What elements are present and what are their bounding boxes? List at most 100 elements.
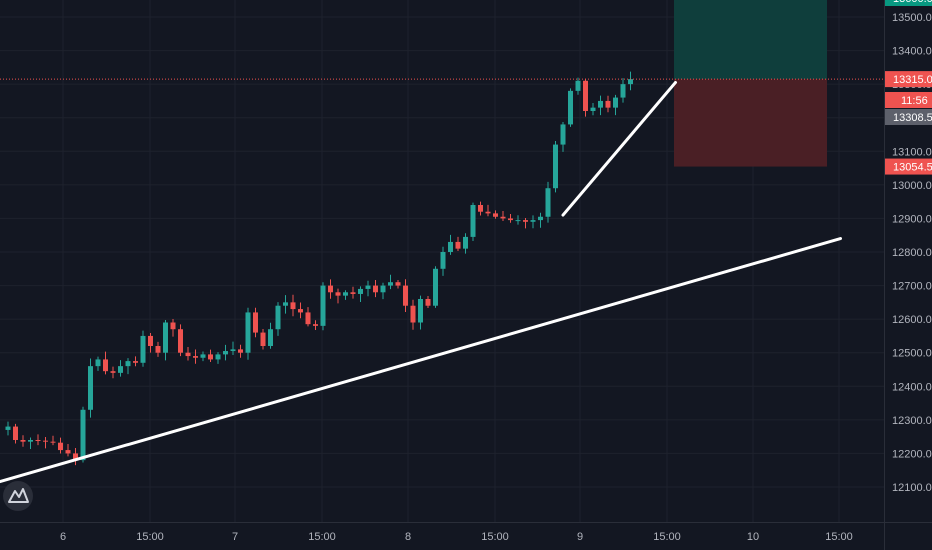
x-tick-label: 6 [60, 531, 66, 543]
candle-body [628, 79, 633, 85]
drawings [0, 78, 884, 484]
x-tick-label: 8 [405, 531, 411, 543]
current-price-tag-text: 13315.0 [893, 74, 932, 86]
x-tick-label: 15:00 [136, 531, 164, 543]
candle-body [28, 440, 33, 442]
candle-body [493, 213, 498, 217]
y-tick-label: 12300.0 [892, 415, 932, 427]
candle-body [155, 346, 161, 353]
current-price-tag: 13315.0 [885, 71, 932, 88]
candle-body [88, 366, 93, 410]
y-tick-label: 13500.0 [892, 12, 932, 24]
candle-body [283, 302, 288, 306]
candle-body [523, 220, 528, 222]
trendline-short [561, 80, 677, 217]
candle-body [80, 409, 86, 461]
candle-body [590, 107, 596, 111]
entry-price-tag: 13308.5 [885, 109, 932, 125]
candle-body [545, 188, 551, 217]
candle-body [215, 354, 221, 360]
candle-body [193, 356, 198, 358]
y-tick-label: 12100.0 [892, 482, 932, 494]
y-tick-label: 12700.0 [892, 281, 932, 293]
candle-body [253, 312, 258, 333]
countdown-tag: 11:56 [885, 92, 932, 108]
candle-body [298, 309, 303, 313]
candle-body [238, 349, 243, 353]
candle-body [140, 335, 146, 363]
candle-body [515, 220, 521, 222]
x-tick-label: 15:00 [653, 531, 681, 543]
loss-zone [674, 79, 827, 167]
candle-body [470, 205, 476, 237]
candle-body [50, 441, 56, 443]
candle-body [463, 236, 468, 249]
candle-body [395, 282, 401, 286]
candle-body [208, 354, 213, 360]
candle-body [185, 352, 191, 357]
y-tick-label: 12800.0 [892, 247, 932, 259]
y-tick-label: 12900.0 [892, 213, 932, 225]
countdown-tag-text: 11:56 [901, 95, 928, 107]
tradingview-icon[interactable] [3, 481, 33, 511]
candle-body [125, 361, 131, 367]
entry-price-tag-bg [885, 109, 932, 125]
candle-body [538, 216, 543, 221]
candle-body [43, 440, 48, 442]
candle-body [313, 324, 318, 326]
candle-body [358, 288, 363, 294]
candle-body [380, 285, 386, 293]
candle-body [148, 335, 153, 346]
candle-body [425, 299, 431, 306]
y-tick-label: 13400.0 [892, 46, 932, 58]
candle-body [103, 359, 108, 372]
logo[interactable] [3, 481, 33, 511]
candle-body [133, 361, 138, 363]
candle-body [178, 329, 183, 353]
profit-zone [674, 0, 827, 80]
take-profit-tag: 13600.0 [885, 0, 932, 6]
candle-body [260, 332, 266, 346]
stop-loss-tag: 13054.5 [885, 158, 932, 175]
candle-body [455, 241, 461, 249]
stop-loss-tag-bg [885, 158, 932, 175]
candle-body [163, 322, 168, 353]
candle-body [613, 97, 618, 108]
candle-body [170, 322, 176, 330]
x-tick-label: 10 [747, 531, 759, 543]
candle-body [553, 144, 558, 189]
candle-body [500, 216, 506, 219]
y-tick-label: 12200.0 [892, 448, 932, 460]
position-zones [674, 0, 827, 167]
price-tags: 13600.0 13315.0 11:56 13308.5 13054.5 [885, 0, 932, 175]
x-tick-label: 7 [232, 531, 238, 543]
candle-body [620, 84, 626, 98]
candle-body [583, 80, 588, 111]
y-tick-label: 13100.0 [892, 146, 932, 158]
candle-body [598, 100, 603, 108]
candle-body [343, 292, 348, 296]
candle-body [230, 349, 236, 352]
countdown-tag-bg [885, 92, 932, 108]
current-price-tag-bg [885, 71, 932, 88]
candle-body [335, 292, 341, 296]
candle-body [373, 285, 378, 293]
candle-body [20, 440, 26, 442]
entry-price-tag-text: 13308.5 [893, 112, 932, 124]
candle-body [73, 453, 78, 461]
candle-body [245, 312, 251, 353]
y-tick-label: 12400.0 [892, 381, 932, 393]
candle-body [268, 329, 273, 346]
candle-body [433, 268, 438, 306]
candle-body [13, 426, 18, 440]
candle-body [35, 440, 41, 441]
x-tick-label: 15:00 [825, 531, 853, 543]
y-tick-label: 12600.0 [892, 314, 932, 326]
candle-body [350, 292, 356, 294]
candle-body [568, 90, 573, 125]
logo-glyph [8, 488, 29, 503]
candle-body [508, 218, 513, 221]
stop-loss-tag-text: 13054.5 [893, 162, 932, 174]
